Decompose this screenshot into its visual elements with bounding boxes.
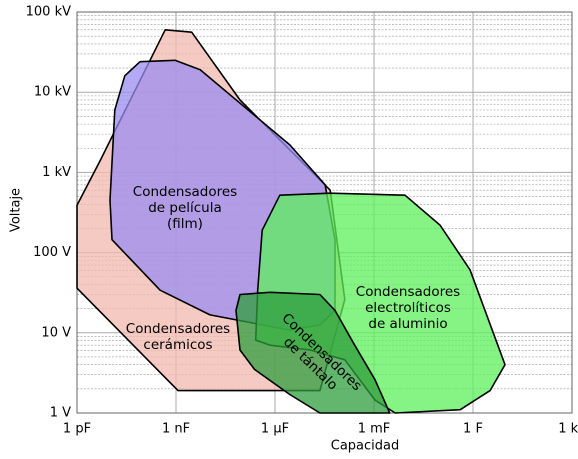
x-tick-label: 1 nF <box>162 422 190 437</box>
x-axis-label: Capacidad <box>331 439 400 454</box>
x-tick-label: 1 kF <box>558 422 578 437</box>
y-tick-label: 100 kV <box>26 5 71 20</box>
region-label: Condensadores de película (film) <box>133 184 237 232</box>
y-tick-label: 1 V <box>50 406 71 421</box>
x-tick-label: 1 F <box>463 422 483 437</box>
y-tick-label: 1 kV <box>42 165 71 180</box>
y-tick-label: 100 V <box>33 245 71 260</box>
region <box>235 291 391 414</box>
x-tick-label: 1 pF <box>63 422 91 437</box>
y-axis-label: Voltaje <box>9 188 24 232</box>
region-label: Condensadores electrolíticos de aluminio <box>356 284 460 332</box>
x-tick-label: 1 mF <box>358 422 391 437</box>
y-tick-label: 10 kV <box>34 85 71 100</box>
x-tick-label: 1 µF <box>261 422 289 437</box>
y-tick-label: 10 V <box>41 325 71 340</box>
region-label: Condensadores cerámicos <box>126 321 230 353</box>
